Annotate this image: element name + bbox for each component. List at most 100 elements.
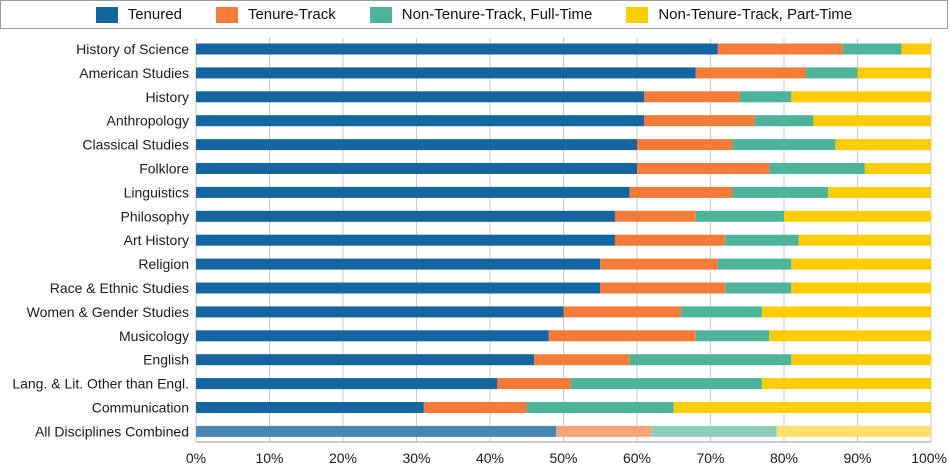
bar-english-tenure-track [534, 354, 630, 366]
legend-label-ntt-part-time: Non-Tenure-Track, Part-Time [658, 6, 853, 23]
category-label: History [145, 89, 189, 105]
bar-race-and-ethnic-studies-tenured [196, 282, 601, 294]
category-label: All Disciplines Combined [35, 423, 189, 439]
bar-musicology-tenure-track [548, 330, 696, 342]
bar-american-studies-non-tenure-track-full-time [806, 67, 858, 79]
bar-american-studies-tenure-track [695, 67, 807, 79]
bar-communication-non-tenure-track-part-time [673, 402, 931, 413]
bar-all-disciplines-combined-non-tenure-track-full-time [651, 425, 777, 437]
x-tick-label: 60% [623, 450, 651, 466]
category-label: Religion [138, 256, 189, 272]
legend: Tenured Tenure-Track Non-Tenure-Track, F… [0, 0, 948, 29]
legend-label-tenured: Tenured [127, 6, 182, 23]
legend-item-ntt-part-time: Non-Tenure-Track, Part-Time [626, 6, 852, 23]
category-label: History of Science [76, 41, 189, 57]
bar-anthropology-tenure-track [644, 115, 755, 127]
bar-women-and-gender-studies-non-tenure-track-part-time [761, 306, 931, 318]
legend-swatch-ntt-part-time [626, 6, 649, 23]
legend-swatch-tenured [95, 6, 118, 23]
bar-lang-and-lit-other-than-engl-non-tenure-track-part-time [761, 378, 931, 390]
bar-women-and-gender-studies-non-tenure-track-full-time [681, 306, 762, 318]
bar-anthropology-tenured [196, 115, 645, 127]
category-label: American Studies [79, 65, 189, 81]
bar-race-and-ethnic-studies-non-tenure-track-full-time [725, 282, 792, 294]
bar-linguistics-tenured [196, 186, 630, 198]
bar-linguistics-non-tenure-track-part-time [828, 186, 931, 198]
bar-english-tenured [196, 354, 535, 366]
bar-classical-studies-tenured [196, 139, 637, 151]
legend-label-ntt-full-time: Non-Tenure-Track, Full-Time [401, 6, 593, 23]
x-tick-label: 50% [549, 450, 577, 466]
legend-item-tenured: Tenured [95, 6, 182, 23]
bar-history-non-tenure-track-part-time [791, 91, 931, 103]
x-tick-label: 70% [696, 450, 724, 466]
bar-anthropology-non-tenure-track-full-time [754, 115, 814, 127]
bar-all-disciplines-combined-tenured [196, 425, 557, 437]
bar-linguistics-tenure-track [629, 186, 733, 198]
bar-women-and-gender-studies-tenure-track [563, 306, 682, 318]
bar-philosophy-tenure-track [614, 210, 696, 222]
bar-philosophy-tenured [196, 210, 615, 222]
bar-folklore-non-tenure-track-full-time [769, 163, 865, 174]
bar-history-of-science-non-tenure-track-part-time [901, 43, 931, 55]
bar-communication-tenured [196, 402, 424, 413]
bar-art-history-non-tenure-track-full-time [725, 234, 799, 246]
bar-history-non-tenure-track-full-time [739, 91, 792, 103]
bar-religion-non-tenure-track-full-time [717, 258, 792, 270]
category-label: Anthropology [106, 113, 189, 129]
bar-communication-non-tenure-track-full-time [526, 402, 674, 413]
bar-history-tenured [196, 91, 645, 103]
bar-english-non-tenure-track-part-time [791, 354, 931, 366]
legend-label-tenure-track: Tenure-Track [247, 6, 336, 23]
bar-religion-tenure-track [600, 258, 718, 270]
bar-history-of-science-tenured [196, 43, 718, 55]
category-label: Communication [92, 400, 189, 416]
bar-women-and-gender-studies-tenured [196, 306, 564, 318]
category-label: Folklore [139, 161, 189, 177]
bar-american-studies-non-tenure-track-part-time [857, 67, 931, 79]
x-tick-label: 100% [911, 450, 947, 466]
bar-classical-studies-tenure-track [637, 139, 733, 151]
x-tick-label: 80% [770, 450, 798, 466]
x-tick-label: 10% [255, 450, 283, 466]
bar-all-disciplines-combined-tenure-track [556, 425, 652, 437]
bar-classical-studies-non-tenure-track-full-time [732, 139, 836, 151]
bar-classical-studies-non-tenure-track-part-time [835, 139, 931, 151]
bar-race-and-ethnic-studies-non-tenure-track-part-time [791, 282, 931, 294]
category-label: Lang. & Lit. Other than Engl. [12, 376, 189, 392]
x-tick-label: 40% [476, 450, 504, 466]
legend-item-ntt-full-time: Non-Tenure-Track, Full-Time [369, 6, 593, 23]
bar-folklore-tenured [196, 163, 637, 174]
bar-philosophy-non-tenure-track-full-time [695, 210, 784, 222]
bar-lang-and-lit-other-than-engl-non-tenure-track-full-time [570, 378, 762, 390]
category-label: Linguistics [124, 184, 189, 200]
bar-history-tenure-track [644, 91, 740, 103]
category-label: Art History [124, 232, 189, 248]
bar-musicology-non-tenure-track-part-time [769, 330, 931, 342]
category-label: Philosophy [121, 208, 190, 224]
category-label: Musicology [119, 328, 189, 344]
bar-history-of-science-tenure-track [717, 43, 843, 55]
x-tick-label: 0% [186, 450, 206, 466]
bar-philosophy-non-tenure-track-part-time [784, 210, 931, 222]
legend-swatch-tenure-track [215, 6, 238, 23]
bar-folklore-tenure-track [637, 163, 770, 174]
bar-folklore-non-tenure-track-part-time [864, 163, 931, 174]
legend-swatch-ntt-full-time [369, 6, 392, 23]
x-tick-label: 20% [329, 450, 357, 466]
bar-english-non-tenure-track-full-time [629, 354, 792, 366]
bar-art-history-tenured [196, 234, 615, 246]
bar-linguistics-non-tenure-track-full-time [732, 186, 829, 198]
bar-lang-and-lit-other-than-engl-tenure-track [497, 378, 571, 390]
bar-art-history-non-tenure-track-part-time [798, 234, 931, 246]
x-tick-label: 90% [843, 450, 871, 466]
x-tick-label: 30% [402, 450, 430, 466]
bar-american-studies-tenured [196, 67, 696, 79]
bar-all-disciplines-combined-non-tenure-track-part-time [776, 425, 931, 437]
category-label: English [143, 352, 189, 368]
bar-lang-and-lit-other-than-engl-tenured [196, 378, 498, 390]
category-label: Race & Ethnic Studies [50, 280, 189, 296]
category-label: Classical Studies [82, 137, 189, 153]
bar-art-history-tenure-track [614, 234, 726, 246]
